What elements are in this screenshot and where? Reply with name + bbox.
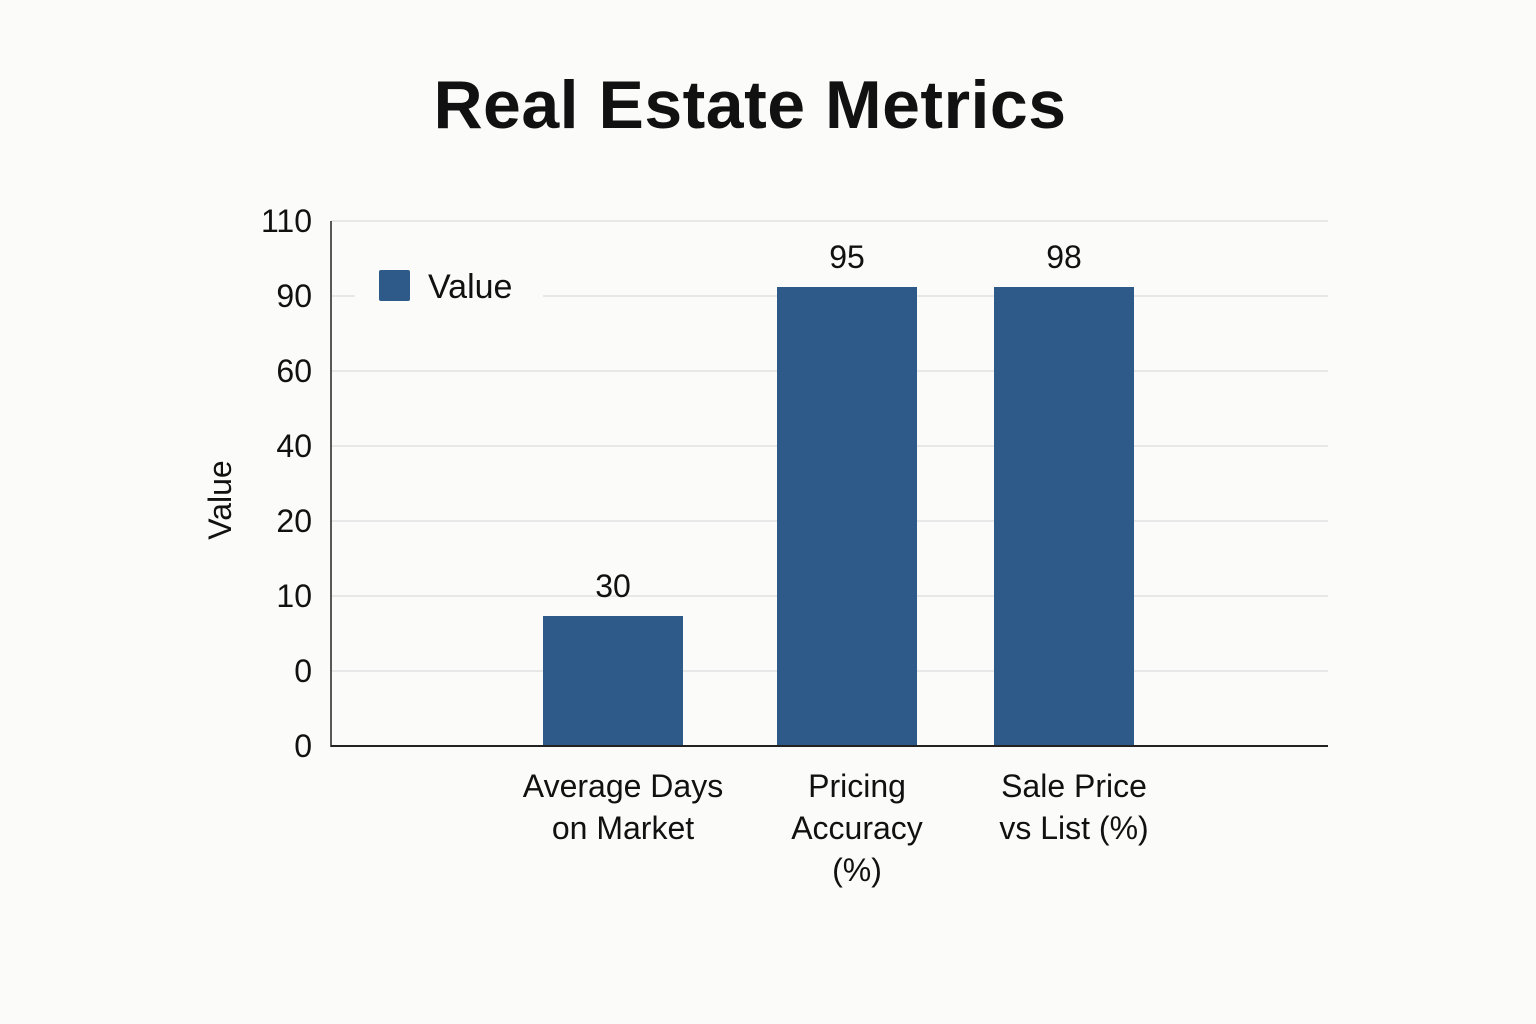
x-category-label-line: Pricing xyxy=(808,768,906,804)
y-tick-label: 110 xyxy=(261,203,312,239)
x-category-label-line: Sale Price xyxy=(1001,768,1147,804)
y-axis-title: Value xyxy=(202,460,238,539)
x-category-label-line: on Market xyxy=(552,810,694,846)
y-tick-label: 10 xyxy=(276,578,312,614)
y-tick-label: 0 xyxy=(294,653,312,689)
y-tick-labels: 0 0 10 20 40 60 90 110 xyxy=(261,203,312,764)
chart-title: Real Estate Metrics xyxy=(433,67,1067,143)
y-tick-label: 0 xyxy=(294,728,312,764)
y-tick-label: 20 xyxy=(276,503,312,539)
y-tick-label: 40 xyxy=(276,428,312,464)
data-label: 95 xyxy=(829,239,865,275)
legend-swatch xyxy=(379,270,410,301)
data-label: 98 xyxy=(1046,239,1082,275)
data-labels: 30 95 98 xyxy=(595,239,1082,604)
x-category-label-line: (%) xyxy=(832,852,882,888)
axes xyxy=(330,221,1328,747)
bar xyxy=(777,287,917,746)
x-category-label: Pricing Accuracy (%) xyxy=(791,768,923,888)
legend-label: Value xyxy=(428,268,512,306)
x-category-label-line: vs List (%) xyxy=(999,810,1148,846)
y-tick-label: 90 xyxy=(276,278,312,314)
x-category-label-line: Accuracy xyxy=(791,810,923,846)
x-category-label: Sale Price vs List (%) xyxy=(999,768,1148,846)
legend: Value xyxy=(355,262,543,314)
bar xyxy=(543,616,683,746)
bars xyxy=(543,287,1134,746)
bar xyxy=(994,287,1134,746)
data-label: 30 xyxy=(595,568,631,604)
y-tick-label: 60 xyxy=(276,353,312,389)
x-category-labels: Average Days on Market Pricing Accuracy (%) S… xyxy=(523,768,1149,888)
x-category-label-line: Average Days xyxy=(523,768,723,804)
x-category-label: Average Days on Market xyxy=(523,768,723,846)
